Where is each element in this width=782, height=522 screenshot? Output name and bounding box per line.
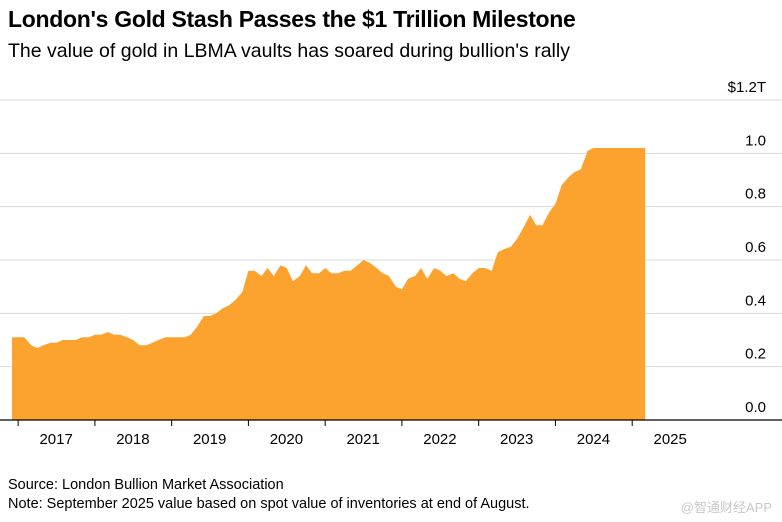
x-tick-label: 2020: [270, 431, 303, 448]
chart-subtitle: The value of gold in LBMA vaults has soa…: [8, 40, 570, 62]
x-tick-label: 2022: [423, 431, 456, 448]
x-axis-labels: 2017 2018 2019 2020 2021 2022 2023 2024 2025: [39, 431, 686, 448]
x-tick-label: 2018: [116, 431, 149, 448]
y-tick-label: 0.4: [745, 292, 766, 309]
area-chart: $1.2T 1.0 0.8 0.6 0.4 0.2 0.0 2017 2018 2019 2020…: [0, 79, 782, 448]
chart-title: London's Gold Stash Passes the $1 Trilli…: [8, 6, 576, 32]
y-tick-label: 0.6: [745, 239, 766, 256]
footnote: Note: September 2025 value based on spot…: [8, 496, 530, 512]
x-tick-label: 2019: [193, 431, 226, 448]
y-axis-labels: $1.2T 1.0 0.8 0.6 0.4 0.2 0.0: [728, 79, 766, 416]
x-tick-label: 2024: [577, 431, 610, 448]
x-axis-ticks: [17, 420, 633, 426]
x-tick-label: 2023: [500, 431, 533, 448]
x-tick-label: 2025: [654, 431, 687, 448]
source-note: Source: London Bullion Market Associatio…: [8, 477, 284, 493]
gold-value-area: [12, 148, 646, 420]
y-tick-label: $1.2T: [728, 79, 766, 96]
watermark: @智通财经APP: [680, 500, 772, 515]
y-tick-label: 0.0: [745, 399, 766, 416]
y-tick-label: 0.8: [745, 186, 766, 203]
x-tick-label: 2021: [346, 431, 379, 448]
x-tick-label: 2017: [39, 431, 72, 448]
y-tick-label: 0.2: [745, 346, 766, 363]
y-tick-label: 1.0: [745, 132, 766, 149]
